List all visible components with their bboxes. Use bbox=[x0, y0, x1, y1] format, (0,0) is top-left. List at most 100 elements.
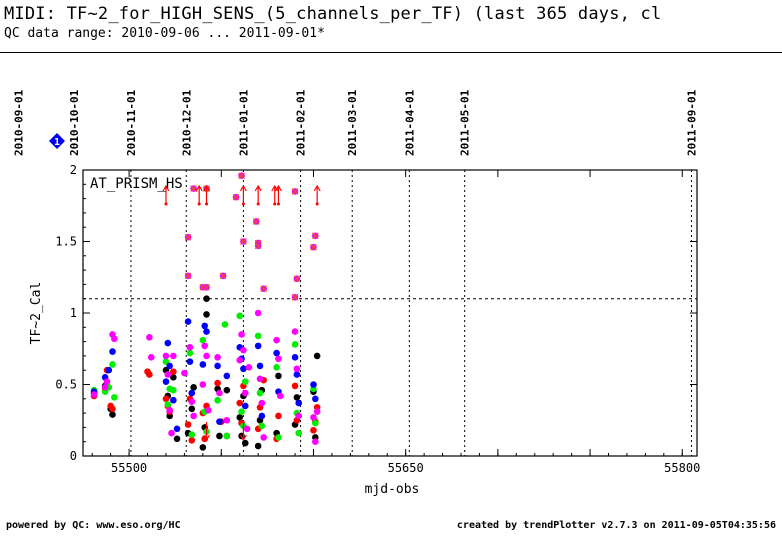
data-point bbox=[201, 342, 208, 350]
data-point bbox=[223, 386, 231, 394]
data-point bbox=[214, 362, 221, 370]
x-tick-label: 55800 bbox=[664, 461, 700, 475]
data-point bbox=[310, 426, 317, 434]
data-point bbox=[188, 389, 196, 397]
data-point bbox=[105, 366, 113, 374]
data-point bbox=[293, 394, 301, 401]
data-point bbox=[254, 442, 262, 450]
data-point bbox=[256, 389, 264, 397]
x-axis-label: mjd-obs bbox=[365, 482, 420, 497]
data-point bbox=[236, 356, 244, 364]
data-point bbox=[103, 378, 111, 385]
data-point bbox=[90, 391, 98, 398]
out-of-range-arrow-dot bbox=[205, 202, 209, 206]
data-point bbox=[199, 336, 207, 344]
outlier-cross bbox=[252, 218, 260, 225]
outlier-cross bbox=[240, 238, 247, 245]
data-point bbox=[166, 406, 173, 414]
outlier-cross bbox=[260, 285, 268, 293]
data-point bbox=[162, 352, 170, 360]
data-point bbox=[258, 422, 266, 430]
data-point bbox=[173, 435, 181, 443]
info-badge-label: 1 bbox=[54, 137, 60, 148]
data-point bbox=[109, 405, 116, 413]
trend-plot: 1 2010-09-01 2010-10-01 2010-11-01 2010-12-… bbox=[12, 89, 700, 497]
data-point bbox=[240, 346, 247, 354]
data-point bbox=[214, 396, 221, 404]
data-point bbox=[245, 364, 253, 371]
data-point bbox=[170, 374, 177, 381]
data-point bbox=[275, 355, 282, 363]
data-point bbox=[203, 328, 210, 335]
data-point bbox=[293, 365, 301, 373]
data-point bbox=[216, 432, 223, 440]
y-tick-label: 0 bbox=[70, 449, 77, 463]
y-tick-label: 1 bbox=[70, 306, 77, 320]
data-point bbox=[199, 381, 207, 388]
data-point bbox=[295, 399, 303, 407]
date-marker-label: 2011-01-01 bbox=[237, 89, 250, 156]
data-point bbox=[313, 352, 321, 360]
data-point bbox=[291, 382, 299, 390]
data-point bbox=[190, 384, 197, 391]
out-of-range-arrow-dot bbox=[164, 202, 168, 206]
out-of-range-arrow bbox=[239, 184, 247, 204]
info-badge-icon[interactable]: 1 bbox=[49, 133, 65, 149]
data-point bbox=[199, 444, 207, 451]
outlier-cross bbox=[184, 233, 192, 241]
data-point bbox=[190, 412, 197, 420]
data-point bbox=[201, 322, 208, 330]
data-point bbox=[184, 318, 192, 325]
data-point bbox=[205, 406, 212, 414]
data-point bbox=[181, 369, 188, 377]
out-of-range-arrow bbox=[254, 184, 262, 204]
data-point bbox=[186, 344, 194, 351]
x-tick-label: 55500 bbox=[111, 461, 147, 475]
data-point bbox=[291, 328, 299, 335]
data-point bbox=[109, 361, 116, 368]
data-point bbox=[170, 352, 177, 360]
outlier-cross bbox=[311, 232, 319, 240]
data-point bbox=[188, 436, 196, 444]
footer-powered-by: powered by QC: www.eso.org/HC bbox=[6, 520, 181, 531]
out-of-range-arrow-dot bbox=[273, 202, 277, 206]
data-point bbox=[188, 431, 196, 438]
data-point bbox=[214, 379, 221, 387]
out-of-range-arrow-dot bbox=[197, 202, 201, 206]
y-tick-label: 1.5 bbox=[55, 235, 77, 249]
data-point bbox=[170, 368, 177, 375]
data-point bbox=[241, 439, 249, 447]
data-point bbox=[146, 334, 153, 341]
outlier-cross bbox=[232, 193, 240, 201]
data-point bbox=[188, 398, 196, 405]
data-point bbox=[254, 332, 262, 340]
page-title: MIDI: TF~2_for_HIGH_SENS_(5_channels_per… bbox=[4, 4, 662, 24]
outlier-cross bbox=[238, 172, 245, 180]
data-point bbox=[273, 349, 280, 357]
data-point bbox=[243, 425, 251, 433]
data-point bbox=[295, 412, 303, 420]
data-point bbox=[238, 408, 245, 415]
data-point bbox=[184, 421, 192, 428]
data-point bbox=[236, 414, 244, 421]
date-marker-label: 2011-04-01 bbox=[403, 89, 416, 156]
data-point bbox=[236, 399, 244, 407]
data-point bbox=[293, 371, 301, 378]
out-of-range-arrow-dot bbox=[315, 202, 319, 206]
out-of-range-arrow-dot bbox=[241, 202, 245, 206]
date-marker-label: 2010-10-01 bbox=[68, 89, 81, 156]
data-point bbox=[109, 411, 116, 418]
out-of-range-arrow bbox=[195, 184, 203, 204]
outlier-cross bbox=[293, 275, 301, 283]
data-point bbox=[238, 331, 245, 338]
data-point bbox=[313, 408, 321, 415]
data-point bbox=[291, 341, 299, 348]
data-point bbox=[240, 365, 247, 373]
data-point bbox=[254, 309, 262, 317]
date-marker-label: 2011-02-01 bbox=[295, 89, 308, 156]
data-point bbox=[111, 335, 118, 343]
data-point bbox=[199, 361, 207, 368]
out-of-range-arrow bbox=[203, 184, 211, 204]
plot-area: 55500 55650 55800 0 0.5 1 1.5 2 bbox=[55, 163, 700, 475]
y-tick-label: 0.5 bbox=[55, 378, 77, 392]
